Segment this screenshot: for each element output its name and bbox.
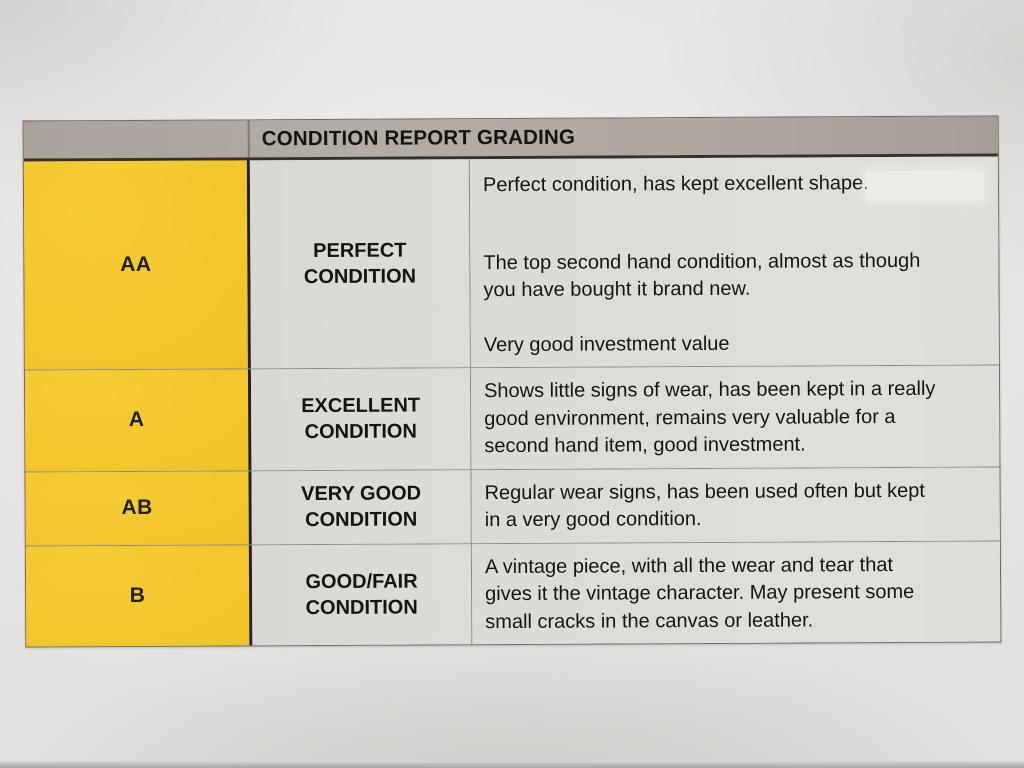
grade-cell-aa: AA [23, 160, 251, 370]
description-paragraph: Regular wear signs, has been used often … [484, 479, 925, 532]
grade-cell-ab: AB [25, 470, 252, 546]
photo-bottom-edge [0, 761, 1024, 768]
description-paragraph: A vintage piece, with all the wear and t… [484, 553, 915, 633]
table-header-bar: CONDITION REPORT GRADING [23, 116, 998, 162]
description-paragraph: The top second hand condition, almost as… [483, 249, 921, 302]
description-paragraph: Very good investment value [483, 332, 730, 356]
whiteout-patch [865, 170, 985, 202]
description-cell-aa: Perfect condition, has kept excellent sh… [469, 156, 999, 368]
table-row-b: B GOOD/FAIR CONDITION A vintage piece, w… [25, 539, 1001, 647]
description-paragraph: Shows little signs of wear, has been kep… [483, 377, 936, 458]
table-title: CONDITION REPORT GRADING [261, 125, 576, 150]
table-row-a: A EXCELLENT CONDITION Shows little signs… [24, 364, 1000, 472]
condition-cell-b: GOOD/FAIR CONDITION [251, 543, 473, 646]
condition-grading-table: CONDITION REPORT GRADING AA PERFECT COND… [22, 115, 1002, 648]
condition-cell-aa: PERFECT CONDITION [249, 159, 471, 369]
description-cell-ab: Regular wear signs, has been used often … [471, 466, 1000, 543]
header-corner-cell [23, 120, 250, 159]
description-cell-b: A vintage piece, with all the wear and t… [471, 540, 1001, 645]
description-cell-a: Shows little signs of wear, has been kep… [470, 365, 1000, 469]
condition-cell-ab: VERY GOOD CONDITION [251, 469, 472, 544]
table-row-ab: AB VERY GOOD CONDITION Regular wear sign… [25, 465, 1000, 546]
condition-cell-a: EXCELLENT CONDITION [250, 368, 472, 470]
grade-cell-b: B [25, 544, 253, 647]
table-row-aa: AA PERFECT CONDITION Perfect condition, … [23, 156, 999, 370]
grade-cell-a: A [24, 369, 252, 472]
